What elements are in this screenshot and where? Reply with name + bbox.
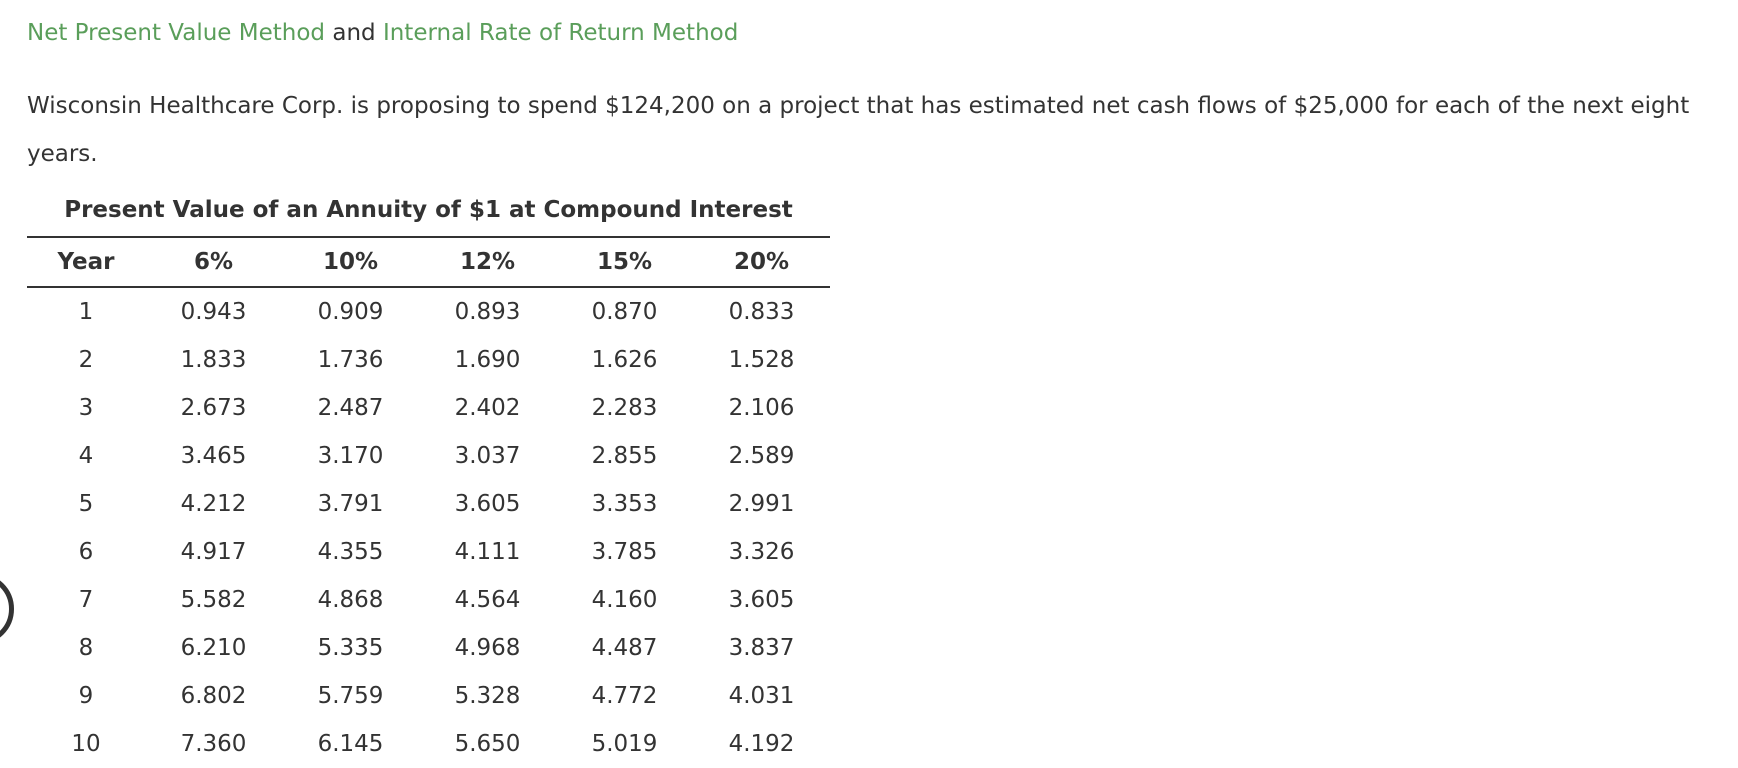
column-header: 12% xyxy=(419,236,556,288)
table-cell: 6.802 xyxy=(180,683,247,709)
table-cell: 2 xyxy=(78,347,94,373)
table-cell: 0.870 xyxy=(591,299,658,325)
table-cell: 1.736 xyxy=(317,347,384,373)
table-row: 4 3.465 3.170 3.037 2.855 2.589 xyxy=(27,432,830,480)
table-cell: 3.353 xyxy=(591,491,658,517)
table-cell: 1 xyxy=(78,299,94,325)
table-cell: 3.837 xyxy=(728,635,795,661)
table-row: 9 6.802 5.759 5.328 4.772 4.031 xyxy=(27,672,830,720)
table-body: 1 0.943 0.909 0.893 0.870 0.833 2 1.833 1.736 1.6… xyxy=(27,287,830,768)
table-cell: 7 xyxy=(78,587,94,613)
table-cell: 3 xyxy=(78,395,94,421)
table-cell: 0.833 xyxy=(728,299,795,325)
table-row: 5 4.212 3.791 3.605 3.353 2.991 xyxy=(27,480,830,528)
table-cell: 2.589 xyxy=(728,443,795,469)
page: Net Present Value Method and Internal Ra… xyxy=(0,20,1690,757)
table-cell: 1.690 xyxy=(454,347,521,373)
table-row: 3 2.673 2.487 2.402 2.283 2.106 xyxy=(27,384,830,432)
table-cell: 4.968 xyxy=(454,635,521,661)
table-cell: 5 xyxy=(78,491,94,517)
table-row: 2 1.833 1.736 1.690 1.626 1.528 xyxy=(27,336,830,384)
table-cell: 3.326 xyxy=(728,539,795,565)
table-cell: 0.893 xyxy=(454,299,521,325)
header: Net Present Value Method and Internal Ra… xyxy=(27,20,738,46)
table-cell: 2.402 xyxy=(454,395,521,421)
npv-link[interactable]: Net Present Value Method xyxy=(27,20,326,46)
table-cell: 3.170 xyxy=(317,443,384,469)
table-cell: 5.582 xyxy=(180,587,247,613)
table-title: Present Value of an Annuity of $1 at Com… xyxy=(64,197,793,223)
table-cell: 1.833 xyxy=(180,347,247,373)
table-cell: 1.528 xyxy=(728,347,795,373)
table-cell: 4.212 xyxy=(180,491,247,517)
table-row: 6 4.917 4.355 4.111 3.785 3.326 xyxy=(27,528,830,576)
column-header: 15% xyxy=(556,236,693,288)
irr-link[interactable]: Internal Rate of Return Method xyxy=(382,20,739,46)
table-cell: 2.855 xyxy=(591,443,658,469)
table-cell: 5.335 xyxy=(317,635,384,661)
conjunction: and xyxy=(332,20,376,46)
table-cell: 4.868 xyxy=(317,587,384,613)
table-row: 1 0.943 0.909 0.893 0.870 0.833 xyxy=(27,287,830,336)
column-header: 10% xyxy=(282,236,419,288)
table-cell: 4.487 xyxy=(591,635,658,661)
table-cell: 2.487 xyxy=(317,395,384,421)
table-cell: 9 xyxy=(78,683,94,709)
table-row: 7 5.582 4.868 4.564 4.160 3.605 xyxy=(27,576,830,624)
table-cell: 8 xyxy=(78,635,94,661)
table-cell: 7.360 xyxy=(180,731,247,757)
table-cell: 4.917 xyxy=(180,539,247,565)
table-cell: 4.031 xyxy=(728,683,795,709)
table-cell: 1.626 xyxy=(591,347,658,373)
annuity-table: Year 6% 10% 12% 15% 20% 1 0.943 0.909 0.893 0.870… xyxy=(27,236,830,768)
table-cell: 3.465 xyxy=(180,443,247,469)
table-cell: 4 xyxy=(78,443,94,469)
table-cell: 5.650 xyxy=(454,731,521,757)
table-cell: 2.991 xyxy=(728,491,795,517)
column-header: 20% xyxy=(693,236,830,288)
table-cell: 5.019 xyxy=(591,731,658,757)
problem-text: Wisconsin Healthcare Corp. is proposing … xyxy=(27,93,1690,167)
table-cell: 4.192 xyxy=(728,731,795,757)
table-cell: 3.605 xyxy=(728,587,795,613)
table-cell: 6 xyxy=(78,539,94,565)
table-cell: 10 xyxy=(71,731,101,757)
table-cell: 5.328 xyxy=(454,683,521,709)
table-cell: 2.106 xyxy=(728,395,795,421)
header-row: Year 6% 10% 12% 15% 20% xyxy=(27,236,830,288)
table-cell: 4.355 xyxy=(317,539,384,565)
table-cell: 5.759 xyxy=(317,683,384,709)
table-cell: 6.210 xyxy=(180,635,247,661)
table-cell: 6.145 xyxy=(317,731,384,757)
column-header: Year xyxy=(27,236,145,288)
column-header: 6% xyxy=(145,236,282,288)
table-cell: 2.283 xyxy=(591,395,658,421)
table-cell: 3.791 xyxy=(317,491,384,517)
table-cell: 4.111 xyxy=(454,539,521,565)
table-row: 10 7.360 6.145 5.650 5.019 4.192 xyxy=(27,720,830,768)
table-cell: 4.772 xyxy=(591,683,658,709)
table-cell: 4.564 xyxy=(454,587,521,613)
table-cell: 3.785 xyxy=(591,539,658,565)
table-cell: 0.943 xyxy=(180,299,247,325)
table-cell: 2.673 xyxy=(180,395,247,421)
table-row: 8 6.210 5.335 4.968 4.487 3.837 xyxy=(27,624,830,672)
table-cell: 3.037 xyxy=(454,443,521,469)
table-cell: 3.605 xyxy=(454,491,521,517)
table-cell: 0.909 xyxy=(317,299,384,325)
table-cell: 4.160 xyxy=(591,587,658,613)
circle-icon xyxy=(0,573,14,645)
